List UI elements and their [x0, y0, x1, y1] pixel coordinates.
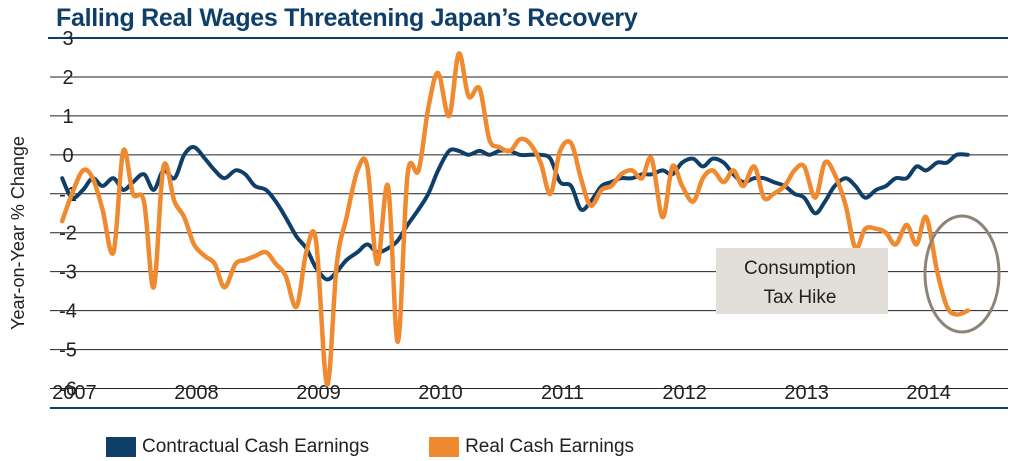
y-tick-label: -2: [59, 223, 77, 245]
y-tick-label: 0: [62, 145, 73, 167]
y-tick-label: 1: [62, 106, 73, 128]
annotation-box: [716, 248, 888, 314]
y-tick-label: -3: [59, 262, 77, 284]
x-tick-label: 2007: [52, 382, 97, 404]
x-tick-label: 2011: [541, 382, 584, 404]
x-tick-label: 2013: [784, 382, 829, 404]
legend: Contractual Cash Earnings Real Cash Earn…: [106, 436, 694, 458]
legend-label-real: Real Cash Earnings: [465, 436, 635, 457]
legend-label-contractual: Contractual Cash Earnings: [142, 436, 370, 457]
x-tick-label: 2009: [296, 382, 341, 404]
legend-item-contractual: Contractual Cash Earnings: [106, 436, 369, 458]
annotation-line-1: Consumption: [744, 258, 856, 279]
x-tick-label: 2012: [662, 382, 707, 404]
series-line-contractual: [60, 145, 970, 282]
y-tick-label: 3: [62, 28, 73, 50]
legend-swatch-real: [429, 437, 460, 457]
x-tick-label: 2014: [906, 382, 951, 404]
chart-title: Falling Real Wages Threatening Japan’s R…: [56, 4, 638, 32]
y-tick-label: -6: [59, 379, 77, 401]
annotation-line-2: Tax Hike: [764, 287, 837, 308]
legend-item-real: Real Cash Earnings: [429, 436, 634, 458]
y-tick-label: -5: [59, 340, 77, 362]
x-tick-label: 2010: [418, 382, 463, 404]
x-tick-label: 2008: [174, 382, 219, 404]
series-line-real: [59, 51, 970, 387]
y-tick-label: -4: [59, 301, 77, 323]
series-lines: [59, 51, 970, 387]
title-divider: [48, 37, 1008, 39]
highlight-circle: [923, 214, 1001, 334]
legend-swatch-contractual: [106, 437, 136, 457]
y-axis-label: Year-on-Year % Change: [8, 136, 28, 330]
tax-hike-annotation: Consumption Tax Hike: [716, 214, 1001, 334]
y-tick-label: 2: [62, 67, 73, 89]
x-tick-labels: 2007 2008 2009 2010 2011 2012 2013 2014: [52, 382, 951, 404]
